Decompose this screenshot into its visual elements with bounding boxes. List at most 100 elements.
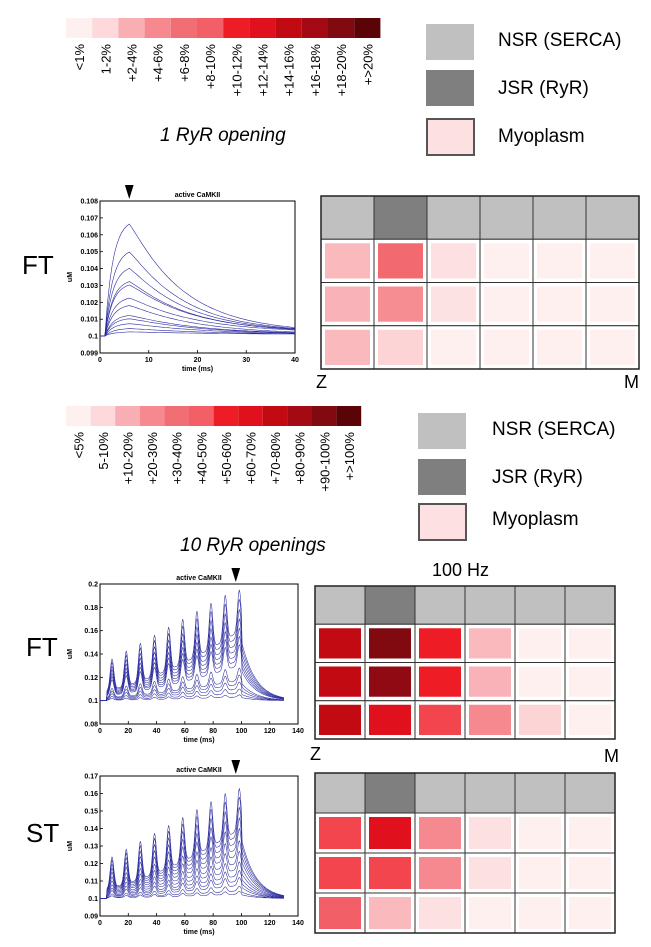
x-axis-label: time (ms) [183,929,214,936]
scale-label: +18-20% [334,44,349,97]
legend-jsr-label: JSR (RyR) [492,467,583,488]
scale-swatch [312,406,337,426]
series-line [100,850,284,899]
sr-cell [314,772,366,814]
myoplasm-cell [325,286,370,322]
scale-label: +80-90% [293,432,308,485]
myoplasm-cell [469,897,511,929]
legend-myoplasm-swatch [426,118,475,156]
series-line [100,297,296,337]
x-tick-label: 100 [236,728,248,735]
scale-label: +2-4% [125,44,140,82]
y-tick-label: 0.108 [80,199,98,206]
myoplasm-cell [484,243,529,279]
y-tick-label: 0.103 [80,283,98,290]
myoplasm-cell [319,628,361,659]
legend-nsr-label: NSR (SERCA) [492,419,616,440]
myoplasm-cell [519,704,561,735]
x-tick-label: 0 [98,920,102,927]
sr-cell [532,195,587,240]
y-tick-label: 0.101 [80,317,98,324]
series-line [100,323,296,337]
myoplasm-cell [537,329,582,365]
myoplasm-cell [369,817,411,849]
sr-cell [314,585,366,625]
x-tick-label: 80 [209,728,217,735]
series-line [100,223,296,337]
x-tick-label: 40 [153,920,161,927]
color-scale-mid: <5% 5-10% +10-20% +20-30% +30-40% +40-50% +50-… [66,406,362,492]
scale-label: +4-6% [151,44,166,82]
legend-mid: NSR (SERCA) JSR (RyR) Myoplasm [418,405,648,545]
myoplasm-cell [590,286,635,322]
grid-border [314,772,616,934]
scale-label: <1% [72,44,87,71]
series-line [100,667,284,701]
m-label-2: M [604,746,619,766]
scale-swatch [223,18,250,38]
series-line [100,599,284,701]
grid-border [320,195,640,370]
calcium-grid-2 [314,585,616,740]
sr-cell [514,772,566,814]
y-tick-label: 0.099 [80,351,98,358]
series-line [100,315,296,337]
myoplasm-cell [590,329,635,365]
scale-label: +60-70% [244,432,259,485]
myoplasm-cell [590,243,635,279]
legend-jsr-swatch [426,70,474,106]
series-line [100,796,284,899]
series-line [100,681,284,701]
x-tick-label: 20 [124,728,132,735]
y-axis-label: uM [67,649,74,659]
myoplasm-cell [484,329,529,365]
myoplasm-cell [537,286,582,322]
z-label-1: Z [316,372,327,392]
legend-nsr-swatch [426,24,474,60]
myoplasm-cell [537,243,582,279]
y-tick-label: 0.16 [84,791,98,798]
myoplasm-cell [519,666,561,697]
y-tick-label: 0.12 [84,861,98,868]
scale-swatch [66,18,93,38]
series-line [100,886,284,899]
series-line [100,827,284,899]
plot-2: 0 20 40 60 80 100 120 140 0.08 0.1 0.12 0.14 0.16 0.1… [67,568,304,744]
series-line [100,268,296,337]
myoplasm-cell [325,329,370,365]
y-tick-label: 0.08 [84,722,98,729]
y-tick-label: 0.09 [84,914,98,921]
series-line [100,674,284,701]
scale-label: +10-12% [229,44,244,97]
series-line [100,627,284,701]
scale-label: +16-18% [308,44,323,97]
y-tick-label: 0.106 [80,232,98,239]
x-tick-label: 40 [291,357,299,364]
myoplasm-cell [569,628,611,659]
y-axis-label: uM [67,272,74,282]
myoplasm-cell [469,666,511,697]
series-line [100,305,296,337]
legend-myoplasm-swatch [418,503,467,541]
myoplasm-cell [378,329,423,365]
row-label-ft-2: FT [26,632,58,662]
series-line [100,694,284,701]
y-tick-label: 0.16 [84,628,98,635]
series-line [100,318,296,337]
x-tick-label: 20 [194,357,202,364]
series-line [100,840,284,899]
time-marker [124,185,134,199]
plot-title: active CaMKII [176,767,222,774]
series-line [100,589,284,701]
myoplasm-cell [431,243,476,279]
legend-jsr-label: JSR (RyR) [498,78,589,99]
series-line [100,788,284,899]
myoplasm-cell [569,857,611,889]
x-tick-label: 60 [181,728,189,735]
x-tick-label: 120 [264,920,276,927]
series-line [100,618,284,701]
scale-swatch [213,406,239,426]
scale-swatch [354,18,381,38]
y-tick-label: 0.107 [80,215,98,222]
myoplasm-cell [484,286,529,322]
